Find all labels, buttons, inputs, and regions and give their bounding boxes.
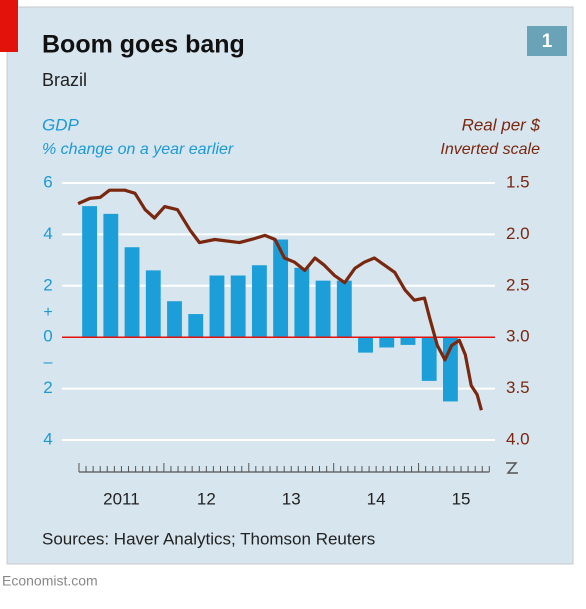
bar	[421, 337, 437, 381]
source-note: Sources: Haver Analytics; Thomson Reuter…	[42, 529, 375, 548]
bar	[145, 270, 161, 338]
bar	[188, 314, 204, 338]
bar	[358, 337, 373, 353]
minus-sign: –	[44, 354, 53, 371]
y2-tick-label: 2.0	[506, 224, 530, 243]
x-tick-label: 13	[282, 489, 301, 508]
y-axis-title: GDP	[42, 115, 80, 134]
line	[77, 188, 483, 411]
y-tick-label: 0	[43, 327, 52, 346]
bar	[124, 247, 140, 338]
y2-tick-label: 4.0	[506, 429, 530, 448]
bar	[336, 280, 352, 338]
bar	[103, 213, 119, 338]
y2-axis-title: Real per $	[462, 115, 541, 134]
bar	[209, 275, 225, 338]
y-axis-label: % change on a year earlier	[42, 141, 234, 158]
y-tick-label: 6	[43, 172, 52, 191]
y2-tick-label: 3.0	[506, 327, 530, 346]
y2-tick-label: 3.5	[506, 378, 530, 397]
y2-axis-label: Inverted scale	[440, 141, 540, 158]
number-box	[527, 26, 567, 56]
bar	[82, 206, 98, 338]
plus-sign: +	[43, 304, 52, 321]
chart-number: 1	[542, 31, 553, 52]
y2-tick-label: 2.5	[506, 275, 530, 294]
bar	[273, 239, 289, 338]
axis-break	[506, 462, 518, 474]
chart-subtitle: Brazil	[42, 70, 87, 90]
chart-title: Boom goes bang	[42, 31, 245, 59]
red-tag	[0, 0, 18, 52]
x-tick-label: 14	[367, 489, 386, 508]
y-tick-label: 2	[43, 275, 52, 294]
bar	[315, 280, 331, 338]
x-tick-label: 15	[452, 489, 471, 508]
footer: Economist.com	[2, 573, 98, 589]
bar	[230, 275, 246, 338]
y-tick-label: 2	[43, 378, 52, 397]
y2-tick-label: 1.5	[506, 172, 530, 191]
y-tick-label: 4	[43, 224, 52, 243]
bar	[379, 337, 395, 348]
bar	[251, 265, 267, 338]
x-tick-label: 12	[197, 489, 216, 508]
bar	[400, 337, 416, 345]
bar	[294, 267, 310, 338]
bar	[167, 301, 182, 338]
y-tick-label: 4	[43, 429, 52, 448]
x-tick-label: 2011	[103, 489, 140, 508]
